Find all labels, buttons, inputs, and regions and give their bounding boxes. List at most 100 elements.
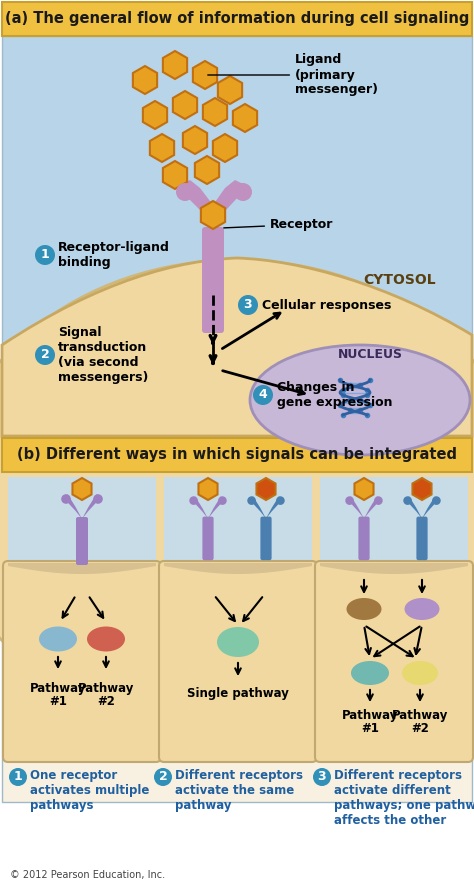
Text: Receptor-ligand
binding: Receptor-ligand binding bbox=[58, 241, 170, 269]
Text: (a) The general flow of information during cell signaling: (a) The general flow of information duri… bbox=[5, 12, 469, 27]
Polygon shape bbox=[195, 156, 219, 184]
Polygon shape bbox=[256, 478, 275, 500]
Polygon shape bbox=[203, 98, 227, 126]
Polygon shape bbox=[266, 496, 282, 519]
Bar bbox=[164, 477, 312, 566]
Text: Single pathway: Single pathway bbox=[187, 687, 289, 700]
Polygon shape bbox=[201, 201, 225, 229]
Bar bbox=[2, 2, 472, 36]
Text: Receptor: Receptor bbox=[224, 218, 333, 231]
Circle shape bbox=[238, 295, 258, 315]
Circle shape bbox=[432, 496, 441, 505]
Circle shape bbox=[403, 496, 412, 505]
Text: 2: 2 bbox=[159, 771, 167, 783]
PathPatch shape bbox=[2, 258, 472, 436]
Polygon shape bbox=[73, 478, 91, 500]
Circle shape bbox=[61, 494, 71, 504]
FancyBboxPatch shape bbox=[202, 517, 214, 560]
Ellipse shape bbox=[351, 661, 389, 685]
Polygon shape bbox=[233, 104, 257, 132]
Polygon shape bbox=[163, 51, 187, 79]
Circle shape bbox=[35, 245, 55, 265]
Text: Pathway: Pathway bbox=[78, 682, 134, 695]
Circle shape bbox=[234, 183, 252, 201]
Polygon shape bbox=[422, 496, 438, 519]
Polygon shape bbox=[213, 134, 237, 162]
Circle shape bbox=[374, 496, 383, 505]
Polygon shape bbox=[193, 61, 217, 89]
Polygon shape bbox=[180, 180, 213, 230]
Circle shape bbox=[189, 496, 198, 505]
Polygon shape bbox=[412, 478, 431, 500]
Polygon shape bbox=[173, 91, 197, 119]
Text: © 2012 Pearson Education, Inc.: © 2012 Pearson Education, Inc. bbox=[10, 870, 165, 880]
Circle shape bbox=[154, 768, 172, 786]
Polygon shape bbox=[64, 494, 82, 519]
Circle shape bbox=[253, 385, 273, 405]
Text: #2: #2 bbox=[411, 722, 429, 735]
Polygon shape bbox=[82, 494, 100, 519]
Circle shape bbox=[35, 345, 55, 365]
Polygon shape bbox=[199, 478, 218, 500]
Bar bbox=[2, 472, 472, 802]
Polygon shape bbox=[250, 496, 266, 519]
Text: 1: 1 bbox=[41, 249, 49, 261]
Polygon shape bbox=[183, 126, 207, 154]
Circle shape bbox=[345, 496, 354, 505]
Bar bbox=[8, 477, 156, 566]
Circle shape bbox=[9, 768, 27, 786]
Bar bbox=[320, 477, 468, 566]
Polygon shape bbox=[406, 496, 422, 519]
Circle shape bbox=[93, 494, 103, 504]
Text: Pathway: Pathway bbox=[30, 682, 86, 695]
FancyBboxPatch shape bbox=[202, 227, 224, 333]
Text: #1: #1 bbox=[361, 722, 379, 735]
Circle shape bbox=[276, 496, 285, 505]
Circle shape bbox=[218, 496, 227, 505]
Polygon shape bbox=[355, 478, 374, 500]
Polygon shape bbox=[218, 76, 242, 104]
FancyBboxPatch shape bbox=[315, 561, 473, 762]
Ellipse shape bbox=[0, 260, 474, 740]
Text: Pathway: Pathway bbox=[342, 709, 398, 722]
Text: Changes in
gene expression: Changes in gene expression bbox=[277, 381, 392, 409]
Ellipse shape bbox=[250, 345, 470, 455]
Text: Cellular responses: Cellular responses bbox=[262, 298, 392, 312]
Text: Different receptors
activate different
pathways; one pathway
affects the other: Different receptors activate different p… bbox=[334, 769, 474, 827]
Circle shape bbox=[313, 768, 331, 786]
Bar bbox=[2, 438, 472, 472]
Polygon shape bbox=[213, 180, 245, 230]
Ellipse shape bbox=[346, 598, 382, 620]
Circle shape bbox=[176, 183, 194, 201]
Text: Pathway: Pathway bbox=[392, 709, 448, 722]
Ellipse shape bbox=[404, 598, 439, 620]
Text: NUCLEUS: NUCLEUS bbox=[337, 349, 402, 361]
Text: Different receptors
activate the same
pathway: Different receptors activate the same pa… bbox=[175, 769, 303, 812]
FancyBboxPatch shape bbox=[159, 561, 317, 762]
Ellipse shape bbox=[87, 627, 125, 651]
Text: 3: 3 bbox=[244, 298, 252, 312]
Ellipse shape bbox=[39, 627, 77, 651]
Polygon shape bbox=[150, 134, 174, 162]
Circle shape bbox=[247, 496, 256, 505]
Polygon shape bbox=[133, 66, 157, 94]
FancyBboxPatch shape bbox=[76, 517, 88, 565]
Text: #2: #2 bbox=[97, 695, 115, 708]
Text: One receptor
activates multiple
pathways: One receptor activates multiple pathways bbox=[30, 769, 149, 812]
Text: #1: #1 bbox=[49, 695, 67, 708]
Ellipse shape bbox=[402, 661, 438, 685]
Text: 3: 3 bbox=[318, 771, 326, 783]
FancyBboxPatch shape bbox=[260, 517, 272, 560]
Text: 4: 4 bbox=[259, 389, 267, 402]
FancyBboxPatch shape bbox=[416, 517, 428, 560]
Text: CYTOSOL: CYTOSOL bbox=[364, 273, 436, 287]
Polygon shape bbox=[163, 161, 187, 189]
Polygon shape bbox=[348, 496, 364, 519]
Ellipse shape bbox=[217, 627, 259, 657]
Text: 1: 1 bbox=[14, 771, 22, 783]
Polygon shape bbox=[192, 496, 208, 519]
Text: Signal
transduction
(via second
messengers): Signal transduction (via second messenge… bbox=[58, 326, 148, 384]
Polygon shape bbox=[143, 101, 167, 129]
FancyBboxPatch shape bbox=[3, 561, 161, 762]
Text: (b) Different ways in which signals can be integrated: (b) Different ways in which signals can … bbox=[17, 448, 457, 463]
